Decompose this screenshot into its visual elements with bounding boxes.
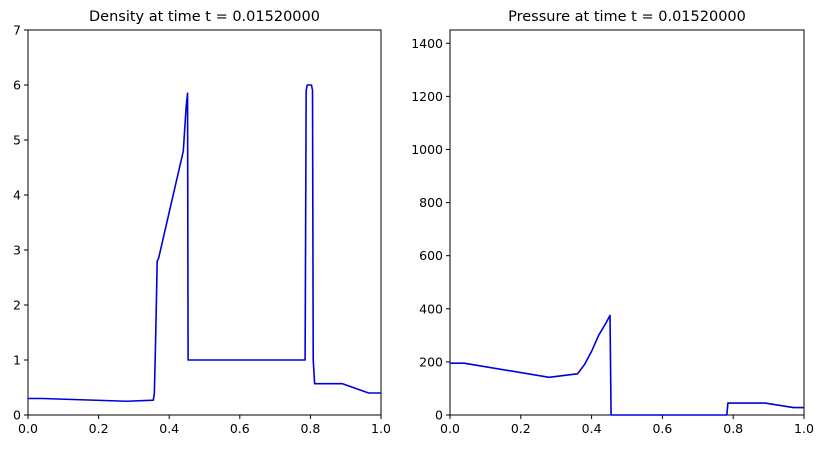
pressure-x-tick-label: 0.6 [652, 421, 672, 436]
density-y-tick-label: 2 [13, 298, 21, 313]
pressure-series-line [450, 314, 804, 416]
density-x-tick-label: 1.0 [371, 421, 391, 436]
density-y-tick-label: 1 [13, 353, 21, 368]
pressure-chart-title: Pressure at time t = 0.01520000 [508, 9, 746, 25]
density-plot-frame [27, 29, 382, 416]
density-chart: Density at time t = 0.01520000 0.0 0.2 0.4 0… [13, 9, 391, 436]
density-y-tick-label: 0 [13, 408, 21, 423]
pressure-y-tick-label: 1400 [411, 36, 443, 51]
density-chart-title: Density at time t = 0.01520000 [89, 9, 320, 25]
pressure-x-tick-label: 1.0 [794, 421, 814, 436]
pressure-chart: Pressure at time t = 0.01520000 0.0 0.2 0.4… [411, 9, 814, 436]
pressure-y-tick-label: 1000 [411, 142, 443, 157]
density-x-tick-label: 0.8 [300, 421, 320, 436]
density-y-tick-label: 3 [13, 243, 21, 258]
density-x-tick-label: 0.6 [230, 421, 250, 436]
density-x-tick-label: 0.0 [18, 421, 38, 436]
pressure-y-tick-label: 400 [419, 301, 443, 316]
pressure-x-tick-label: 0.8 [723, 421, 743, 436]
density-x-tick-label: 0.4 [159, 421, 179, 436]
pressure-y-tick-label: 600 [419, 248, 443, 263]
pressure-y-tick-label: 800 [419, 195, 443, 210]
density-y-tick-label: 4 [13, 188, 21, 203]
density-y-tick-label: 6 [13, 78, 21, 93]
pressure-x-tick-label: 0.2 [511, 421, 531, 436]
density-y-tick-label: 7 [13, 23, 21, 38]
density-series-line [28, 84, 381, 403]
density-x-tick-label: 0.2 [89, 421, 109, 436]
density-y-tick-label: 5 [13, 133, 21, 148]
pressure-y-tick-label: 0 [435, 408, 443, 423]
pressure-y-tick-label: 200 [419, 354, 443, 369]
pressure-y-tick-label: 1200 [411, 89, 443, 104]
pressure-x-tick-label: 0.0 [440, 421, 460, 436]
pressure-plot-frame [449, 29, 805, 416]
pressure-x-tick-label: 0.4 [582, 421, 602, 436]
